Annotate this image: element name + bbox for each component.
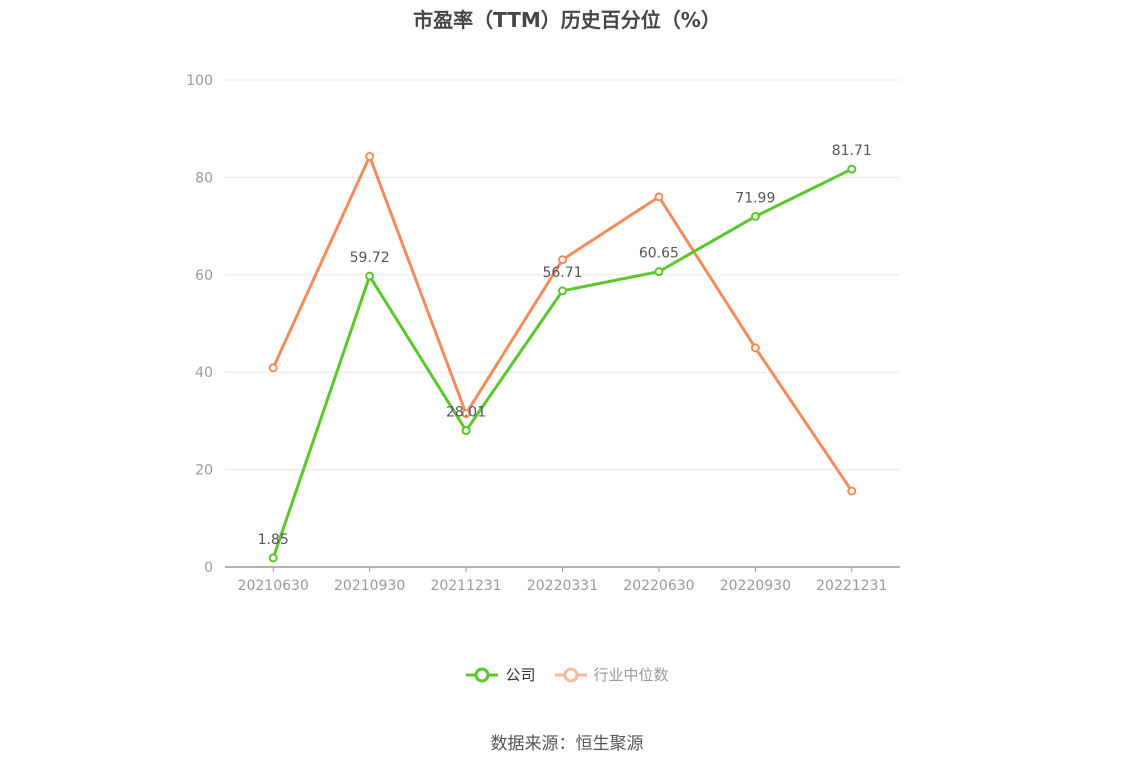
data-label: 56.71 [542, 265, 582, 281]
series-line-1 [271, 154, 854, 492]
data-point [558, 255, 567, 265]
data-label: 28.01 [446, 405, 486, 421]
data-label: 60.65 [639, 246, 679, 262]
data-point [268, 553, 278, 563]
y-tick-label: 0 [204, 560, 213, 576]
data-point [461, 426, 471, 436]
x-tick-label: 20210930 [334, 578, 405, 594]
y-tick-label: 80 [195, 170, 213, 186]
data-point [654, 267, 664, 277]
x-tick-label: 20221231 [816, 578, 887, 594]
y-tick-label: 20 [195, 463, 213, 479]
x-tick-label: 20220331 [527, 578, 598, 594]
legend-line-marker-icon [466, 667, 499, 682]
data-label: 1.85 [258, 532, 289, 548]
data-label: 71.99 [735, 190, 775, 206]
data-label: 59.72 [350, 250, 390, 266]
x-tick-label: 20211231 [430, 578, 501, 594]
data-point [365, 151, 375, 161]
axis-layer: 0 20 40 60 80 100 20210630 20210930 20211231 2022… [186, 73, 900, 594]
legend-item-company[interactable]: 公司 [465, 664, 536, 685]
legend: 公司 行业中位数 [0, 664, 1134, 685]
data-point [847, 486, 857, 496]
data-point [750, 343, 760, 353]
x-tick-label: 20210630 [238, 578, 309, 594]
legend-label-company: 公司 [505, 666, 536, 684]
data-point [750, 211, 760, 221]
data-point [268, 363, 278, 373]
data-label: 81.71 [832, 143, 872, 159]
data-point [847, 164, 857, 174]
legend-item-industry-median[interactable]: 行业中位数 [554, 664, 669, 685]
legend-label-industry-median: 行业中位数 [593, 666, 669, 684]
y-tick-label: 60 [195, 268, 213, 284]
data-point [558, 286, 567, 296]
data-point [365, 271, 375, 281]
legend-line-marker-icon [554, 667, 587, 682]
source-note: 数据来源：恒生聚源 [490, 734, 644, 754]
data-point [654, 192, 664, 202]
x-tick-label: 20220930 [720, 578, 791, 594]
series-layer [268, 151, 857, 563]
data-point [461, 409, 471, 419]
data-label-layer: 1.85 59.72 28.01 56.71 60.65 71.99 81.71 [258, 143, 872, 548]
y-tick-label: 100 [186, 73, 213, 89]
x-tick-label: 20220630 [623, 578, 694, 594]
chart-title: 市盈率（TTM）历史百分位（%） [413, 8, 721, 32]
y-tick-label: 40 [195, 365, 213, 381]
